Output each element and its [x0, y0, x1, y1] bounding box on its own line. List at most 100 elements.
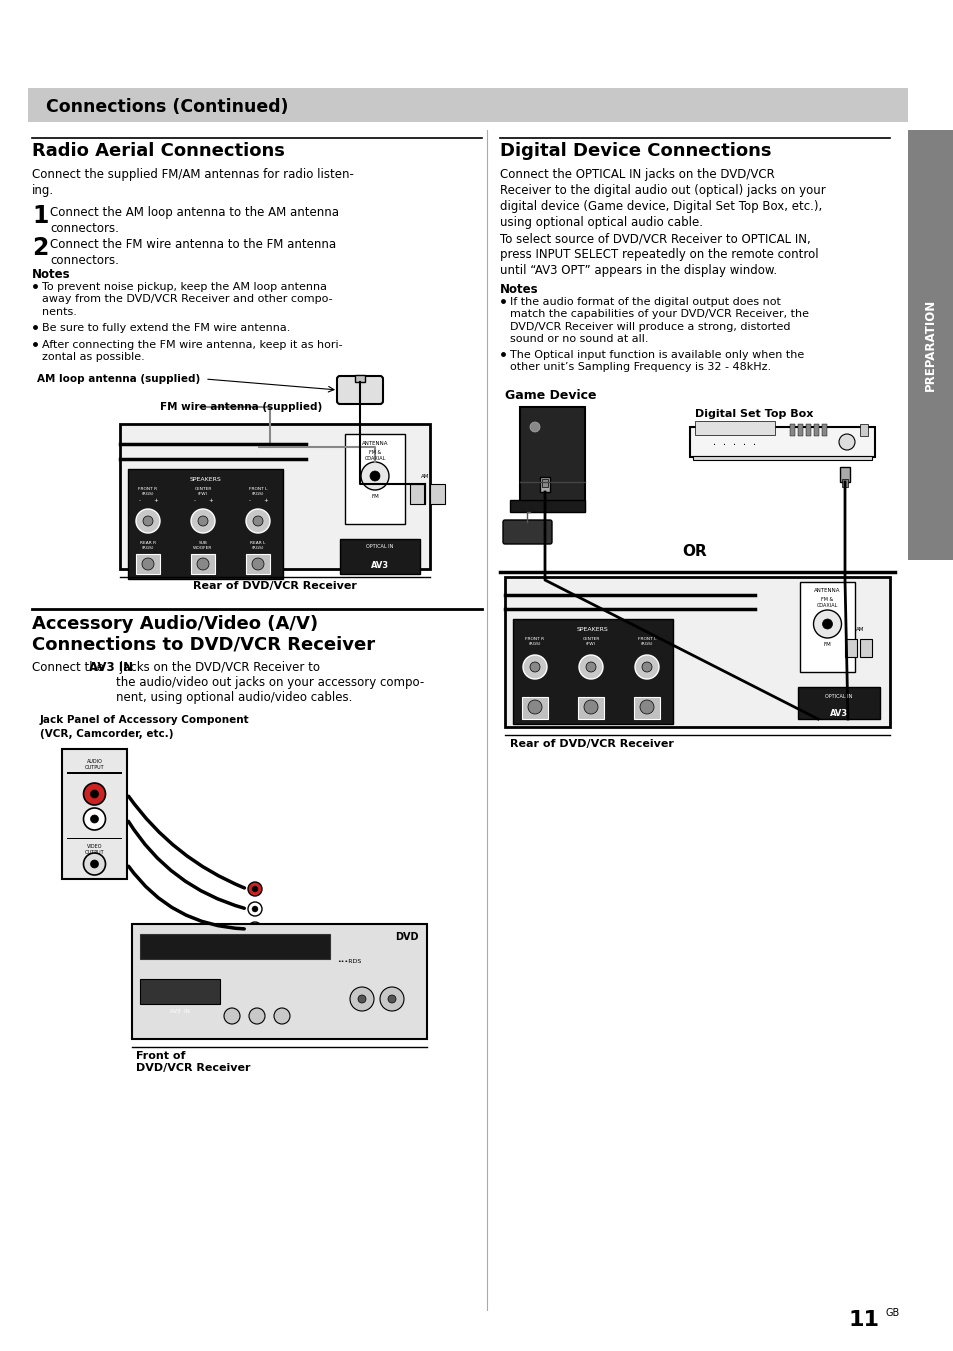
Bar: [120, 424, 430, 569]
Text: FRONT L
(RGS): FRONT L (RGS): [249, 486, 267, 496]
Text: To prevent noise pickup, keep the AM loop antenna
away from the DVD/VCR Receiver: To prevent noise pickup, keep the AM loo…: [42, 282, 333, 316]
Text: 2: 2: [32, 236, 49, 259]
Bar: [578, 697, 603, 719]
Circle shape: [530, 662, 539, 671]
Bar: [510, 500, 584, 512]
Text: FM: FM: [371, 494, 378, 499]
Bar: [689, 427, 874, 457]
Circle shape: [248, 882, 262, 896]
Bar: [504, 577, 889, 727]
Text: Notes: Notes: [499, 282, 538, 296]
Circle shape: [639, 700, 654, 713]
FancyBboxPatch shape: [336, 376, 382, 404]
Text: VIDEO
OUTPUT: VIDEO OUTPUT: [85, 844, 104, 855]
Text: Digital Device Connections: Digital Device Connections: [499, 142, 771, 159]
Bar: [859, 424, 867, 436]
Text: FRONT L
(RGS): FRONT L (RGS): [638, 638, 656, 646]
Bar: [136, 554, 160, 574]
Circle shape: [249, 1008, 265, 1024]
Bar: [805, 424, 810, 436]
Text: -: -: [193, 499, 195, 504]
Text: AV3  IN: AV3 IN: [170, 1009, 190, 1015]
Circle shape: [252, 925, 257, 932]
Text: Connect the: Connect the: [32, 661, 108, 674]
Circle shape: [583, 700, 598, 713]
Bar: [634, 697, 659, 719]
Circle shape: [198, 516, 208, 526]
Bar: [800, 582, 854, 671]
Circle shape: [585, 662, 596, 671]
Circle shape: [370, 471, 379, 481]
Text: Connect the supplied FM/AM antennas for radio listen-
ing.: Connect the supplied FM/AM antennas for …: [32, 168, 354, 197]
Circle shape: [813, 611, 841, 638]
Text: OPTICAL IN: OPTICAL IN: [366, 544, 394, 549]
Circle shape: [91, 790, 98, 798]
Text: DVD: DVD: [395, 932, 418, 942]
Text: 1: 1: [32, 204, 49, 228]
Bar: [797, 424, 802, 436]
Circle shape: [191, 509, 214, 534]
Bar: [813, 424, 818, 436]
Circle shape: [91, 861, 98, 867]
Text: +: +: [153, 499, 158, 504]
Circle shape: [252, 558, 264, 570]
Circle shape: [196, 558, 209, 570]
Text: ANTENNA: ANTENNA: [361, 440, 388, 446]
Bar: [191, 554, 214, 574]
Text: FM &
COAXIAL: FM & COAXIAL: [364, 450, 385, 461]
Circle shape: [530, 422, 539, 432]
Circle shape: [143, 516, 152, 526]
Text: Notes: Notes: [32, 267, 71, 281]
Text: AM: AM: [855, 627, 863, 632]
Bar: [345, 434, 405, 524]
Circle shape: [578, 655, 602, 680]
Bar: [28, 88, 907, 122]
Text: FM: FM: [822, 642, 830, 647]
Circle shape: [248, 921, 262, 936]
Circle shape: [641, 662, 651, 671]
Circle shape: [91, 815, 98, 823]
Text: GB: GB: [885, 1308, 900, 1319]
Circle shape: [252, 907, 257, 912]
Bar: [789, 424, 794, 436]
Circle shape: [248, 902, 262, 916]
Bar: [62, 748, 127, 880]
FancyBboxPatch shape: [502, 520, 552, 544]
Text: OR: OR: [682, 544, 706, 559]
Bar: [140, 979, 220, 1004]
Text: REAR R
(RGS): REAR R (RGS): [140, 540, 156, 550]
Text: If the audio format of the digital output does not
match the capabilities of you: If the audio format of the digital outpu…: [510, 297, 808, 345]
Bar: [844, 639, 856, 657]
Circle shape: [142, 558, 153, 570]
Text: AV3: AV3: [829, 709, 847, 717]
Circle shape: [388, 994, 395, 1002]
Text: Front of
DVD/VCR Receiver: Front of DVD/VCR Receiver: [136, 1051, 251, 1073]
Bar: [539, 477, 550, 492]
Text: 11: 11: [848, 1310, 879, 1329]
Text: CENTER
(FW): CENTER (FW): [581, 638, 599, 646]
Bar: [355, 376, 365, 382]
Text: FRONT R
(RGS): FRONT R (RGS): [525, 638, 544, 646]
Circle shape: [246, 509, 270, 534]
Circle shape: [522, 655, 546, 680]
Text: Rear of DVD/VCR Receiver: Rear of DVD/VCR Receiver: [510, 739, 673, 748]
Circle shape: [379, 988, 403, 1011]
Text: SPEAKERS: SPEAKERS: [577, 627, 608, 632]
Bar: [132, 924, 427, 1039]
Text: -: -: [249, 499, 251, 504]
Text: Connections (Continued): Connections (Continued): [46, 99, 288, 116]
Text: Rear of DVD/VCR Receiver: Rear of DVD/VCR Receiver: [193, 581, 356, 590]
Bar: [519, 407, 584, 512]
Text: AV3: AV3: [371, 561, 389, 570]
Text: The Optical input function is available only when the
other unit’s Sampling Freq: The Optical input function is available …: [510, 350, 803, 373]
Text: •••RDS: •••RDS: [336, 959, 361, 965]
Text: OPTICAL IN: OPTICAL IN: [824, 694, 852, 698]
Text: FRONT R
(RGS): FRONT R (RGS): [138, 486, 157, 496]
Circle shape: [360, 462, 389, 490]
Text: PREPARATION: PREPARATION: [923, 299, 936, 392]
Text: -: -: [139, 499, 141, 504]
Circle shape: [838, 434, 854, 450]
Bar: [246, 554, 270, 574]
Text: REAR L
(RGS): REAR L (RGS): [250, 540, 266, 550]
Bar: [521, 697, 547, 719]
